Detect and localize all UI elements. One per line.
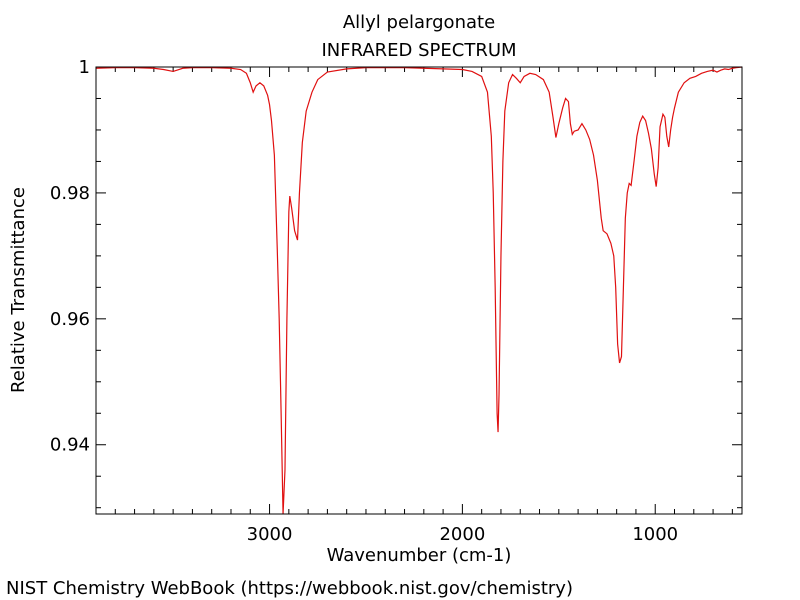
- minor-ticks: [96, 67, 742, 514]
- chart-title: Allyl pelargonate: [343, 12, 495, 33]
- source-credit: NIST Chemistry WebBook (https://webbook.…: [6, 578, 573, 599]
- y-axis-label: Relative Transmittance: [8, 187, 29, 393]
- chart-subtitle: INFRARED SPECTRUM: [321, 40, 516, 61]
- tick-labels: 3000 2000 1000 0.94 0.96 0.98 1: [50, 57, 678, 545]
- spectrum-line: [95, 66, 743, 515]
- y-tick-label: 0.96: [50, 309, 90, 330]
- y-tick-label: 0.98: [50, 183, 90, 204]
- x-tick-label: 1000: [632, 524, 678, 545]
- y-tick-label: 1: [79, 57, 90, 78]
- y-tick-label: 0.94: [50, 435, 90, 456]
- plot-frame: [95, 66, 743, 515]
- x-axis-label: Wavenumber (cm-1): [327, 545, 512, 566]
- major-ticks: [96, 66, 742, 514]
- x-tick-label: 3000: [247, 524, 293, 545]
- x-tick-label: 2000: [439, 524, 485, 545]
